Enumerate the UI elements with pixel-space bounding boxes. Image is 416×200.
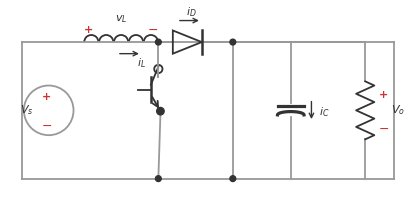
Text: $V_o$: $V_o$ bbox=[391, 103, 405, 117]
Text: +: + bbox=[42, 92, 51, 102]
Text: $v_L$: $v_L$ bbox=[115, 13, 127, 25]
Circle shape bbox=[230, 39, 236, 45]
Text: +: + bbox=[84, 25, 94, 35]
Text: $i_C$: $i_C$ bbox=[319, 106, 330, 119]
Circle shape bbox=[156, 39, 161, 45]
Text: −: − bbox=[148, 24, 158, 37]
Circle shape bbox=[230, 176, 236, 182]
Circle shape bbox=[156, 176, 161, 182]
Text: $i_L$: $i_L$ bbox=[137, 57, 146, 70]
Text: −: − bbox=[41, 120, 52, 133]
Text: $V_s$: $V_s$ bbox=[20, 103, 34, 117]
Text: +: + bbox=[379, 90, 389, 100]
Text: $i_D$: $i_D$ bbox=[186, 5, 197, 19]
Text: −: − bbox=[379, 122, 389, 135]
Circle shape bbox=[157, 107, 164, 115]
